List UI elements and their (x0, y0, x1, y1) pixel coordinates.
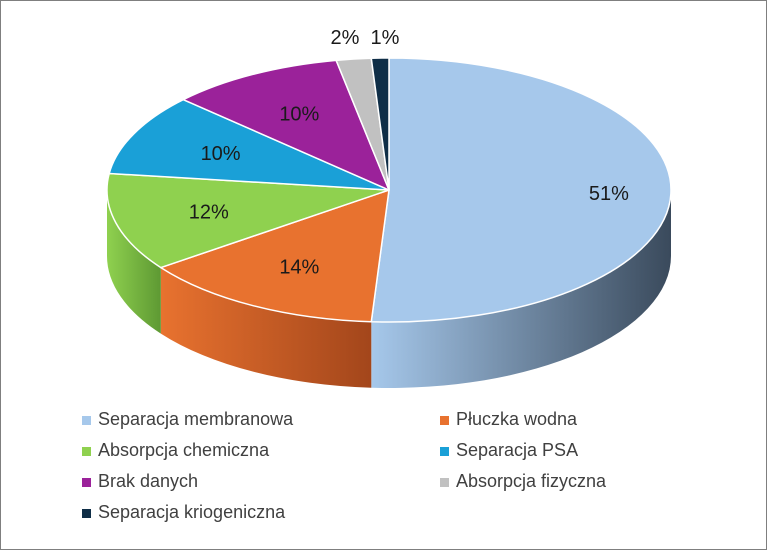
pie-slice-brak-danych (182, 59, 390, 191)
legend-item-separacja-membranowa: Separacja membranowa (82, 409, 294, 429)
legend-label: Absorpcja fizyczna (456, 471, 607, 491)
data-label-separacja-psa: 10% (201, 143, 241, 165)
pie-slice-absorpcja-chemiczna (106, 172, 390, 269)
pie-slice-pluczka-wodna (160, 189, 390, 323)
data-label-separacja-kriogeniczna: 1% (371, 27, 400, 49)
legend-label: Brak danych (98, 471, 198, 491)
legend-item-brak-danych: Brak danych (82, 471, 198, 491)
pie-slice-separacja-membranowa (370, 57, 672, 323)
pie-slice-separacja-kriogeniczna (370, 57, 390, 191)
legend-item-separacja-kriogeniczna: Separacja kriogeniczna (82, 502, 286, 522)
legend-item-absorpcja-fizyczna: Absorpcja fizyczna (440, 471, 607, 491)
data-labels: 51% 14% 12% 10% 10% 2% 1% (189, 27, 629, 278)
pie-side-separacja-membranowa (371, 190, 671, 388)
data-label-separacja-membranowa: 51% (589, 183, 629, 205)
legend-label: Płuczka wodna (456, 409, 578, 429)
legend-label: Separacja kriogeniczna (98, 502, 286, 522)
legend-swatch (440, 447, 449, 456)
data-label-absorpcja-chemiczna: 12% (189, 202, 229, 224)
legend-swatch (82, 447, 91, 456)
legend-swatch (440, 416, 449, 425)
data-label-pluczka-wodna: 14% (279, 256, 319, 278)
legend: Separacja membranowa Płuczka wodna Absorpc… (82, 409, 607, 522)
pie-slices (106, 57, 672, 323)
legend-label: Absorpcja chemiczna (98, 440, 270, 460)
legend-label: Separacja PSA (456, 440, 578, 460)
legend-item-absorpcja-chemiczna: Absorpcja chemiczna (82, 440, 270, 460)
legend-label: Separacja membranowa (98, 409, 294, 429)
pie-side-absorpcja-chemiczna (107, 190, 161, 334)
data-label-absorpcja-fizyczna: 2% (331, 27, 360, 49)
legend-swatch (82, 509, 91, 518)
pie-sides (107, 190, 671, 388)
pie-slice-separacja-psa (108, 98, 390, 191)
legend-item-pluczka-wodna: Płuczka wodna (440, 409, 578, 429)
legend-swatch (82, 478, 91, 487)
legend-item-separacja-psa: Separacja PSA (440, 440, 578, 460)
data-label-brak-danych: 10% (279, 104, 319, 126)
legend-swatch (82, 416, 91, 425)
legend-swatch (440, 478, 449, 487)
pie-side-pluczka-wodna (160, 267, 372, 388)
